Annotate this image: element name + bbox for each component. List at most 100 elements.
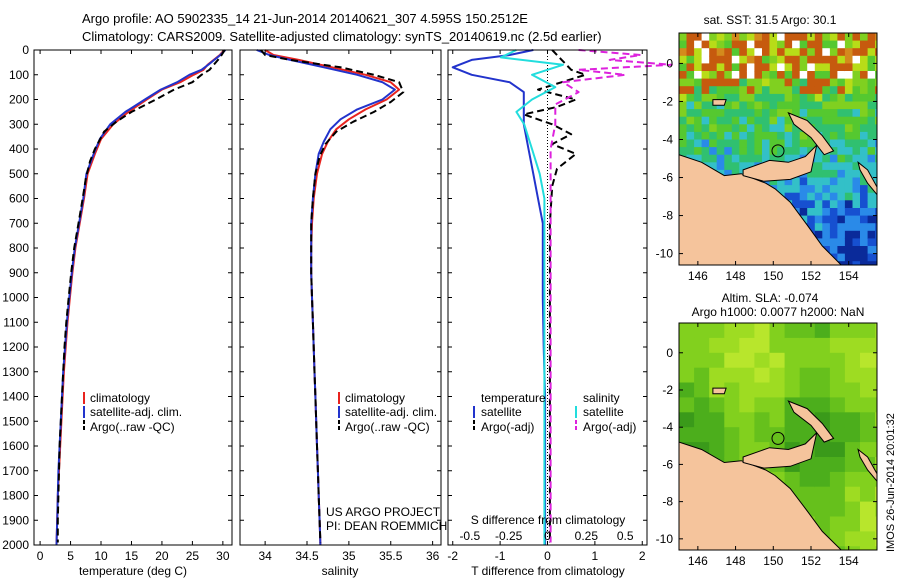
- heatmap-cell: [799, 48, 808, 57]
- heatmap-cell: [829, 238, 838, 247]
- salinity-axis: 34 34.5 35 35.5 36: [240, 49, 441, 563]
- imos-watermark: IMOS 26-Jun-2014 20:01:32: [885, 413, 897, 552]
- legend-t-argo: Argo(-adj): [481, 420, 534, 434]
- heatmap-cell: [739, 40, 748, 49]
- heatmap-cell: [679, 93, 688, 103]
- heatmap-cell: [792, 63, 801, 72]
- heatmap-cell: [860, 86, 869, 95]
- heatmap-cell: [746, 109, 755, 118]
- heatmap-cell: [867, 185, 876, 194]
- heatmap-cell: [686, 86, 695, 95]
- heatmap-cell: [679, 40, 688, 49]
- heatmap-cell: [709, 109, 718, 118]
- heatmap-cell: [829, 86, 838, 95]
- heatmap-cell: [709, 131, 718, 141]
- heatmap-cell: [731, 101, 740, 110]
- heatmap-cell: [762, 63, 771, 72]
- heatmap-cell: [746, 40, 755, 49]
- heatmap-cell: [694, 352, 710, 369]
- series-s-argo-adj-: [549, 49, 673, 543]
- heatmap-cell: [875, 71, 877, 80]
- heatmap-cell: [694, 55, 703, 64]
- heatmap-cell: [822, 33, 831, 42]
- heatmap-cell: [860, 531, 876, 547]
- heatmap-cell: [852, 124, 861, 133]
- heatmap-cell: [754, 33, 763, 42]
- x-tick-label: 152: [801, 269, 821, 283]
- heatmap-cell: [754, 147, 763, 156]
- s-tick-label: -0.5: [459, 529, 480, 543]
- legend-t-satellite: satellite: [481, 405, 522, 419]
- sla-map-subtitle: Argo h1000: 0.0077 h2000: NaN: [692, 305, 865, 319]
- heatmap-cell: [739, 78, 748, 87]
- heatmap-cell: [860, 154, 869, 163]
- heatmap-cell: [844, 147, 853, 156]
- heatmap-cell: [867, 230, 876, 239]
- x-tick-label: 152: [801, 554, 821, 568]
- heatmap-cell: [814, 471, 831, 488]
- y-tick-label: 1700: [2, 464, 29, 478]
- heatmap-cell: [860, 382, 876, 398]
- heatmap-cell: [769, 382, 786, 398]
- heatmap-cell: [769, 412, 786, 428]
- heatmap-cell: [709, 442, 725, 458]
- heatmap-cell: [822, 93, 831, 103]
- heatmap-cell: [679, 323, 695, 339]
- heatmap-cell: [829, 177, 838, 186]
- heatmap-cell: [852, 86, 861, 95]
- heatmap-cell: [867, 116, 876, 125]
- heatmap-cell: [837, 215, 846, 224]
- heatmap-cell: [875, 323, 877, 339]
- legend-title-temperature: temperature: [481, 391, 546, 405]
- heatmap-cell: [875, 131, 877, 141]
- heatmap-cell: [701, 109, 710, 118]
- heatmap-cell: [860, 367, 876, 384]
- heatmap-cell: [724, 93, 733, 103]
- heatmap-cell: [837, 48, 846, 57]
- heatmap-cell: [724, 78, 733, 87]
- heatmap-cell: [875, 397, 877, 413]
- heatmap-cell: [739, 86, 748, 95]
- heatmap-cell: [875, 93, 877, 103]
- heatmap-cell: [792, 55, 801, 64]
- heatmap-cell: [784, 337, 801, 354]
- heatmap-cell: [701, 71, 710, 80]
- x-tick-label: 146: [688, 269, 708, 283]
- heatmap-cell: [814, 192, 823, 201]
- heatmap-cell: [679, 101, 688, 110]
- heatmap-cell: [860, 139, 869, 148]
- heatmap-cell: [829, 223, 838, 232]
- x-tick-label: 154: [839, 269, 859, 283]
- heatmap-cell: [709, 412, 725, 428]
- heatmap-cell: [709, 367, 725, 384]
- heatmap-cell: [829, 162, 838, 171]
- heatmap-cell: [852, 177, 861, 186]
- heatmap-cell: [837, 169, 846, 179]
- heatmap-cell: [792, 71, 801, 80]
- heatmap-cell: [807, 86, 816, 95]
- heatmap-cell: [875, 230, 877, 239]
- land-mass: [742, 431, 818, 469]
- heatmap-cell: [716, 63, 725, 72]
- heatmap-cell: [746, 147, 755, 156]
- heatmap-cell: [784, 382, 801, 398]
- heatmap-cell: [694, 48, 703, 57]
- heatmap-cell: [709, 337, 725, 354]
- heatmap-cell: [686, 55, 695, 64]
- heatmap-cell: [709, 147, 718, 156]
- heatmap-cell: [814, 367, 831, 384]
- x-tick-label: 0: [37, 549, 44, 563]
- heatmap-cell: [875, 427, 877, 443]
- heatmap-cell: [686, 78, 695, 87]
- heatmap-cell: [814, 116, 823, 125]
- heatmap-cell: [860, 412, 876, 428]
- heatmap-cell: [799, 185, 808, 194]
- x-tick-label: 30: [216, 549, 230, 563]
- heatmap-cell: [867, 238, 876, 247]
- heatmap-cell: [807, 78, 816, 87]
- heatmap-cell: [829, 192, 838, 201]
- heatmap-cell: [739, 162, 748, 171]
- heatmap-cell: [837, 261, 846, 265]
- heatmap-cell: [860, 33, 869, 42]
- heatmap-cell: [724, 162, 733, 171]
